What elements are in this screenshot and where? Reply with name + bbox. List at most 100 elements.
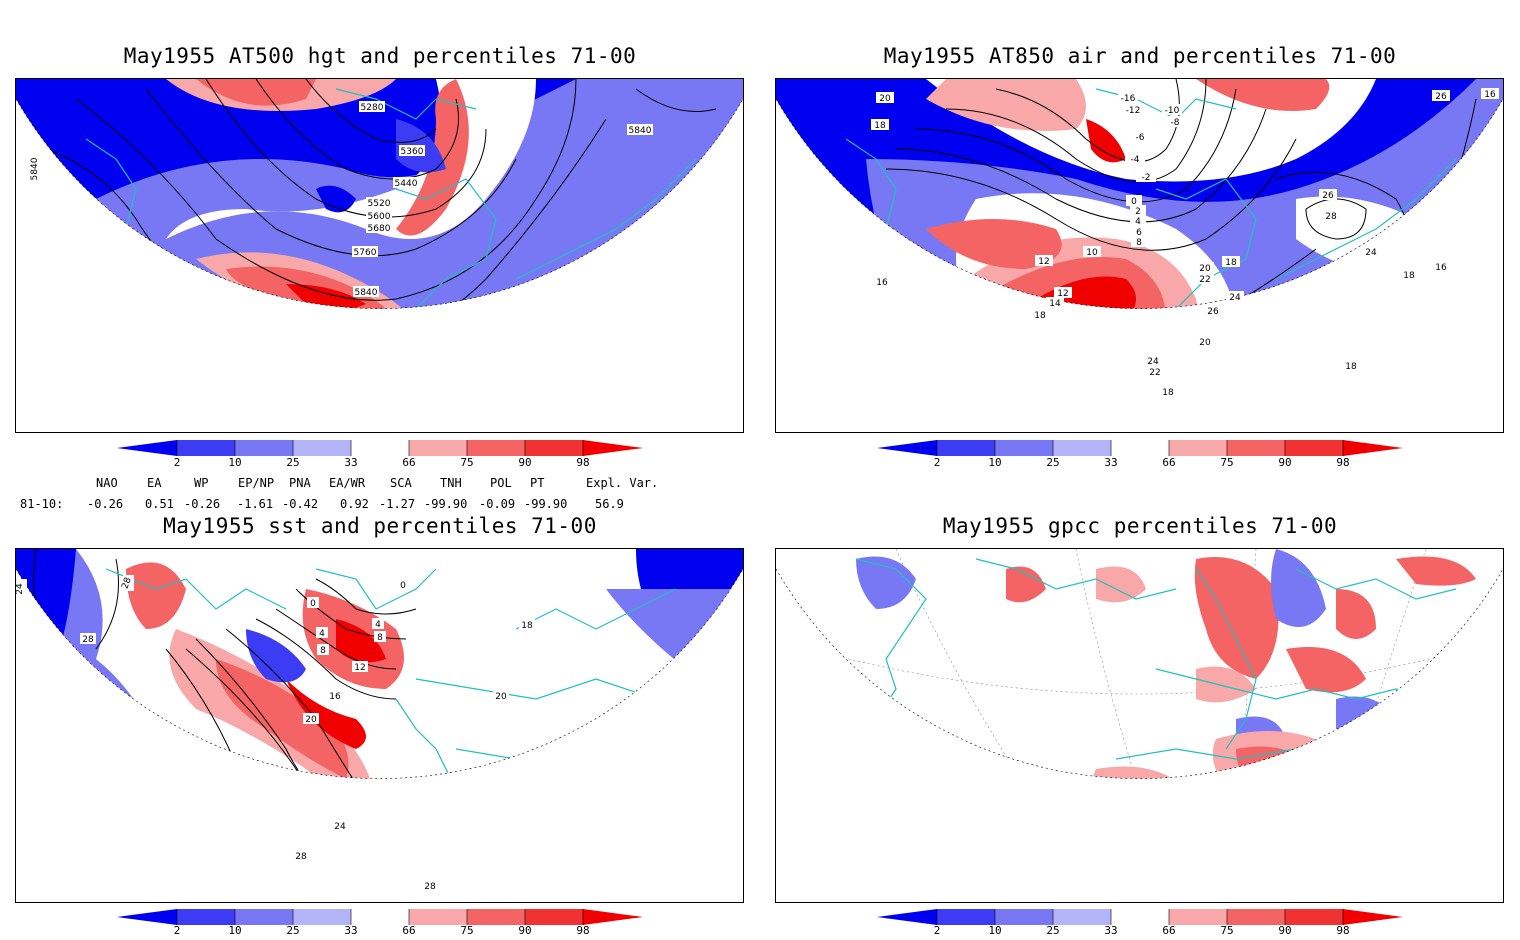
contour-label: -6: [1136, 133, 1145, 143]
contour-label: 14: [1049, 299, 1061, 309]
index-value: -1.61: [237, 497, 274, 511]
colorbar-tick: 33: [344, 924, 358, 937]
index-name: TNH: [440, 476, 462, 490]
contour-label: 24: [1147, 357, 1159, 367]
colorbar-tick: 90: [1278, 924, 1292, 937]
contour-label: 0: [400, 581, 406, 591]
contour-label: 16: [876, 278, 888, 288]
colorbar-hgt500: 2 10 25 33 66 75 90 98: [117, 440, 647, 472]
contour-label: 20: [495, 692, 507, 702]
contour-label: 5440: [395, 179, 418, 189]
colorbar-tick: 25: [286, 924, 300, 937]
colorbar-tick: 90: [518, 924, 532, 937]
contour-label: 8: [320, 646, 326, 656]
contour-label: 8: [1136, 238, 1142, 248]
contour-label: 4: [375, 620, 381, 630]
index-name: PT: [530, 476, 545, 490]
contour-label: 4: [319, 629, 325, 639]
colorbar-air850: 2 10 25 33 66 75 90 98: [877, 440, 1407, 472]
contour-label: -16: [1121, 94, 1136, 104]
map-hgt500: 5280 5360 5440 5520 5600 5680 5760 5840 …: [16, 79, 743, 309]
colorbar-tick: 66: [402, 456, 416, 469]
contour-label: 22: [1199, 275, 1210, 285]
map-sst: 24 28 28 0 0 4 4 8 8 12 16 20 24 28 28 1…: [16, 549, 743, 892]
index-name: EA/WR: [329, 476, 366, 490]
contour-label: 26: [1435, 92, 1447, 102]
colorbar-gpcc: 2 10 25 33 66 75 90 98: [877, 909, 1407, 940]
map-gpcc: [776, 549, 1503, 779]
contour-label: 24: [334, 822, 346, 832]
colorbar-tick: 25: [1046, 924, 1060, 937]
contour-label: 28: [82, 635, 94, 645]
contour-label: 18: [1403, 271, 1415, 281]
contour-label: 24: [1229, 293, 1241, 303]
colorbar-tick: 75: [460, 456, 474, 469]
contour-label: 18: [1162, 388, 1174, 398]
colorbar-tick: 10: [228, 456, 242, 469]
colorbar-tick: 75: [1220, 456, 1234, 469]
colorbar-tick: 66: [1162, 456, 1176, 469]
contour-label: 22: [1149, 368, 1160, 378]
colorbar-tick: 98: [1336, 924, 1350, 937]
contour-label: 28: [120, 576, 133, 590]
map-panel-sst: 24 28 28 0 0 4 4 8 8 12 16 20 24 28 28 1…: [15, 548, 744, 903]
colorbar-tick: 90: [518, 456, 532, 469]
colorbar-tick: 2: [173, 456, 181, 469]
colorbar-tick: 10: [988, 456, 1002, 469]
contour-label: 20: [1199, 264, 1211, 274]
map-panel-gpcc: [775, 548, 1504, 903]
colorbar-tick: 98: [1336, 456, 1350, 469]
contour-label: 24: [16, 583, 25, 595]
contour-label: 5760: [354, 248, 377, 258]
panel-title-air850: May1955 AT850 air and percentiles 71-00: [883, 44, 1397, 68]
index-name: POL: [490, 476, 512, 490]
colorbar-tick: 25: [286, 456, 300, 469]
contour-label: -10: [1165, 106, 1180, 116]
index-name: EP/NP: [238, 476, 275, 490]
contour-label: 18: [1225, 258, 1237, 268]
contour-label: 5840: [629, 126, 652, 136]
contour-label: 18: [874, 121, 886, 131]
index-row-label: 81-10:: [20, 497, 64, 511]
contour-label: 20: [305, 715, 317, 725]
contour-label: 5600: [368, 212, 391, 222]
contour-label: 0: [1131, 197, 1137, 207]
contour-label: 5360: [401, 147, 424, 157]
contour-label: 28: [424, 882, 436, 892]
index-value: -0.26: [184, 497, 221, 511]
colorbar-tick: 2: [933, 924, 941, 937]
contour-label: 5280: [361, 103, 384, 113]
index-value: 56.9: [595, 497, 624, 511]
index-value: -0.09: [479, 497, 516, 511]
colorbar-tick: 75: [460, 924, 474, 937]
contour-label: 26: [1207, 307, 1219, 317]
index-value: 0.92: [340, 497, 369, 511]
contour-label: 5840: [355, 288, 378, 298]
contour-label: 10: [1086, 248, 1098, 258]
contour-label: 8: [377, 633, 383, 643]
contour-label: 2: [1135, 207, 1141, 217]
index-value: -99.90: [524, 497, 568, 511]
contour-label: 5520: [368, 199, 391, 209]
contour-label: 20: [1199, 338, 1211, 348]
contour-label: 18: [1034, 311, 1046, 321]
index-name: SCA: [390, 476, 412, 490]
panel-title-hgt500: May1955 AT500 hgt and percentiles 71-00: [123, 44, 637, 68]
index-value: -0.26: [87, 497, 124, 511]
contour-label: -12: [1126, 106, 1141, 116]
index-value: -99.90: [424, 497, 468, 511]
map-panel-air850: 20 18 16 12 10 18 12 14 18 20 22 24 26 2…: [775, 78, 1504, 433]
index-value: 0.51: [145, 497, 174, 511]
contour-label: -8: [1171, 118, 1180, 128]
contour-label: 20: [879, 94, 891, 104]
contour-label: 4: [1135, 217, 1141, 227]
contour-label: 24: [1365, 248, 1377, 258]
colorbar-tick: 98: [576, 456, 590, 469]
colorbar-tick: 90: [1278, 456, 1292, 469]
contour-label: 5680: [368, 224, 391, 234]
colorbar-tick: 33: [1104, 924, 1118, 937]
contour-label: 5840: [30, 157, 40, 180]
contour-label: 26: [1322, 191, 1334, 201]
index-value: -1.27: [379, 497, 416, 511]
contour-label: 28: [1325, 212, 1337, 222]
